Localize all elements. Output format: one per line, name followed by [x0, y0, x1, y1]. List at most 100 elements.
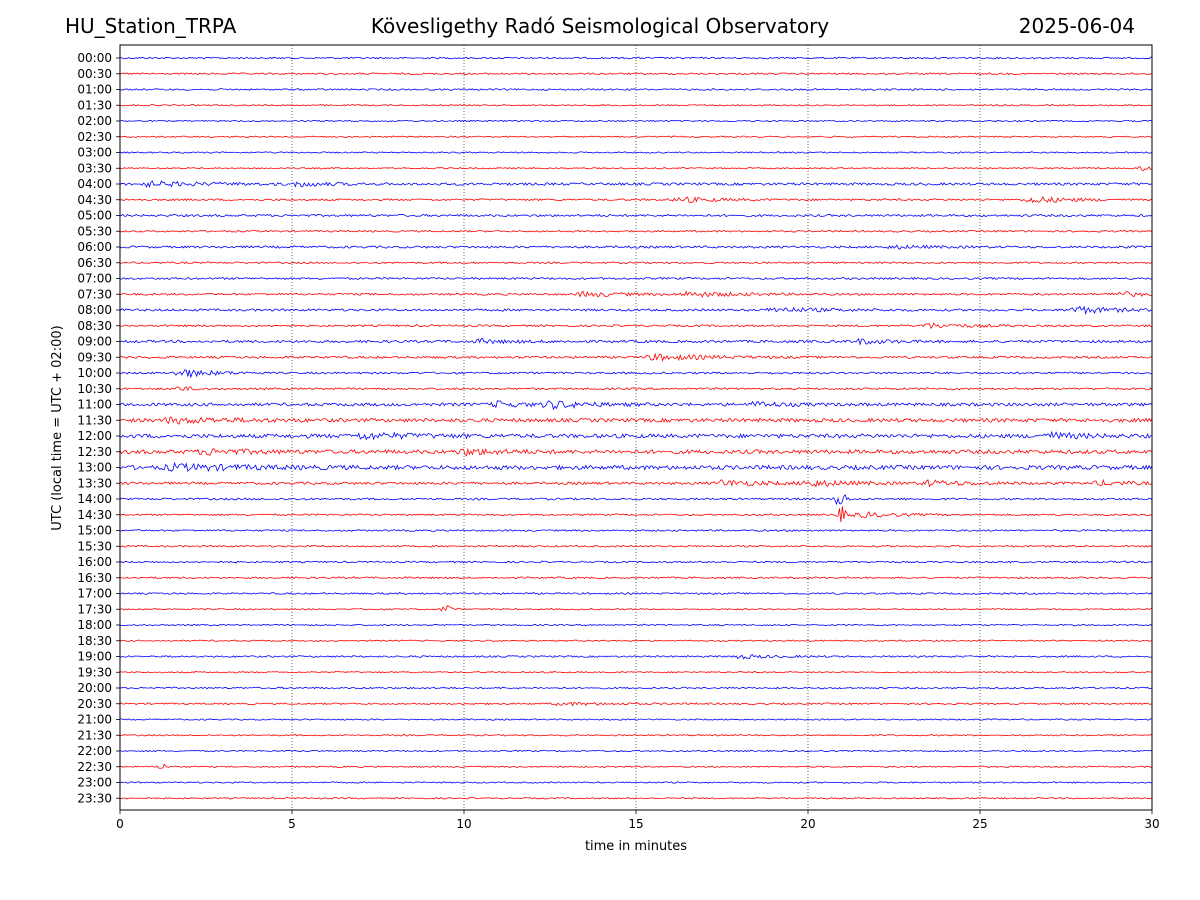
- y-tick-label: 23:00: [77, 776, 112, 790]
- trace-1930: [119, 671, 1153, 674]
- y-tick-label: 01:00: [77, 83, 112, 97]
- trace-0230: [119, 135, 1153, 138]
- trace-1230: [119, 447, 1153, 457]
- y-tick-label: 13:00: [77, 461, 112, 475]
- y-tick-label: 05:30: [77, 224, 112, 238]
- y-tick-label: 08:30: [77, 319, 112, 333]
- y-tick-label: 00:00: [77, 51, 112, 65]
- trace-2000: [119, 686, 1153, 690]
- y-tick-label: 00:30: [77, 67, 112, 81]
- y-axis-label: UTC (local time = UTC + 02:00): [50, 325, 65, 530]
- trace-1500: [119, 529, 1153, 532]
- traces: [119, 56, 1153, 800]
- x-tick-label: 30: [1144, 817, 1159, 831]
- x-tick-label: 0: [116, 817, 124, 831]
- trace-1130: [119, 416, 1153, 425]
- trace-2130: [119, 734, 1153, 737]
- y-tick-label: 19:30: [77, 665, 112, 679]
- trace-1000: [119, 369, 1153, 379]
- y-tick-label: 16:00: [77, 555, 112, 569]
- x-axis: 0 5 10 15 20 25 30: [116, 810, 1160, 831]
- x-tick-label: 10: [456, 817, 471, 831]
- x-axis-label: time in minutes: [585, 839, 687, 854]
- trace-1100: [119, 400, 1153, 411]
- trace-2330: [119, 797, 1153, 800]
- trace-0030: [119, 72, 1153, 76]
- y-tick-label: 21:30: [77, 728, 112, 742]
- y-tick-label: 08:00: [77, 303, 112, 317]
- trace-0430: [119, 195, 1153, 204]
- y-tick-label: 02:00: [77, 114, 112, 128]
- grid-lines: [291, 45, 981, 810]
- y-tick-label: 06:00: [77, 240, 112, 254]
- y-tick-label: 09:00: [77, 335, 112, 349]
- y-tick-label: 14:30: [77, 508, 112, 522]
- y-tick-label: 23:30: [77, 791, 112, 805]
- trace-0900: [119, 338, 1153, 346]
- trace-0700: [119, 276, 1153, 281]
- trace-1800: [119, 623, 1153, 627]
- y-tick-label: 07:30: [77, 287, 112, 301]
- y-tick-label: 21:00: [77, 713, 112, 727]
- trace-1630: [119, 576, 1153, 580]
- trace-2100: [119, 718, 1153, 721]
- y-tick-label: 05:00: [77, 209, 112, 223]
- y-tick-label: 16:30: [77, 571, 112, 585]
- trace-1600: [119, 560, 1153, 564]
- x-tick-label: 25: [972, 817, 987, 831]
- y-tick-label: 12:00: [77, 429, 112, 443]
- trace-1700: [119, 592, 1153, 595]
- trace-0600: [119, 244, 1153, 250]
- y-tick-label: 02:30: [77, 130, 112, 144]
- trace-2230: [119, 763, 1153, 769]
- trace-0730: [119, 290, 1153, 298]
- trace-0800: [119, 305, 1153, 316]
- x-tick-label: 15: [628, 817, 643, 831]
- trace-1730: [119, 605, 1153, 612]
- y-tick-label: 10:30: [77, 382, 112, 396]
- trace-1830: [119, 639, 1153, 642]
- y-tick-label: 22:30: [77, 760, 112, 774]
- trace-2200: [119, 749, 1153, 753]
- trace-0130: [119, 104, 1153, 107]
- y-tick-label: 06:30: [77, 256, 112, 270]
- y-tick-label: 04:30: [77, 193, 112, 207]
- trace-1030: [119, 386, 1153, 392]
- trace-0930: [119, 353, 1153, 362]
- trace-1430: [119, 506, 1153, 523]
- y-tick-label: 10:00: [77, 366, 112, 380]
- y-tick-label: 19:00: [77, 650, 112, 664]
- trace-0000: [119, 56, 1153, 60]
- station-name: HU_Station_TRPA: [65, 14, 237, 38]
- y-tick-label: 13:30: [77, 476, 112, 490]
- trace-0200: [119, 119, 1153, 123]
- y-tick-label: 20:00: [77, 681, 112, 695]
- trace-1530: [119, 544, 1153, 548]
- trace-1900: [119, 654, 1153, 660]
- observatory-title: Kövesligethy Radó Seismological Observat…: [370, 14, 830, 38]
- trace-0100: [119, 88, 1153, 91]
- y-tick-label: 01:30: [77, 98, 112, 112]
- y-tick-label: 18:00: [77, 618, 112, 632]
- trace-0830: [119, 322, 1153, 329]
- y-tick-label: 22:00: [77, 744, 112, 758]
- y-tick-label: 09:30: [77, 350, 112, 364]
- y-tick-label: 03:30: [77, 161, 112, 175]
- trace-1200: [119, 430, 1153, 441]
- x-tick-label: 5: [288, 817, 296, 831]
- y-tick-label: 14:00: [77, 492, 112, 506]
- y-tick-label: 03:00: [77, 146, 112, 160]
- trace-2300: [119, 781, 1153, 784]
- y-tick-label: 11:00: [77, 398, 112, 412]
- y-tick-label: 11:30: [77, 413, 112, 427]
- trace-1400: [119, 494, 1153, 506]
- trace-0400: [119, 180, 1153, 188]
- trace-2030: [119, 701, 1153, 707]
- trace-0630: [119, 261, 1153, 265]
- trace-0530: [119, 229, 1153, 233]
- trace-0300: [119, 151, 1153, 154]
- trace-0500: [119, 213, 1153, 218]
- date-label: 2025-06-04: [1018, 14, 1135, 38]
- x-tick-label: 20: [800, 817, 815, 831]
